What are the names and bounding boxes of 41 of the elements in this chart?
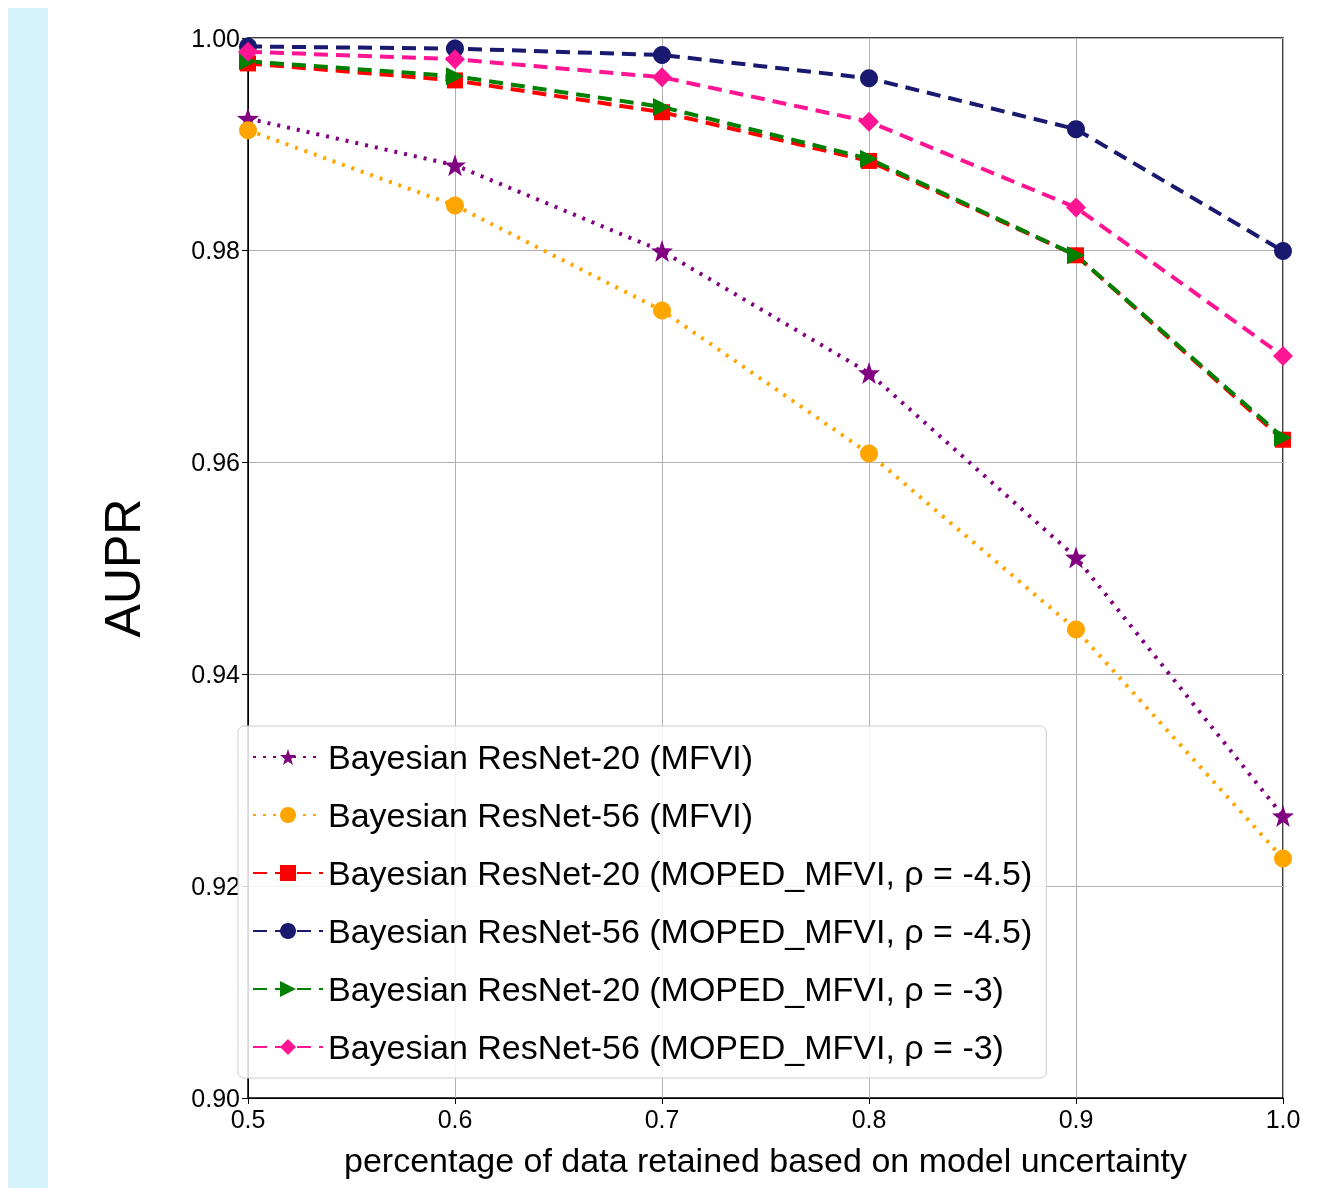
legend-label: Bayesian ResNet-56 (MOPED_MFVI, ρ = -3) bbox=[328, 1028, 1004, 1066]
y-tick-label: 0.98 bbox=[191, 236, 240, 264]
y-tick-label: 1.00 bbox=[191, 24, 240, 52]
x-tick-label: 0.6 bbox=[437, 1104, 473, 1133]
point bbox=[239, 121, 257, 140]
legend-label: Bayesian ResNet-56 (MFVI) bbox=[328, 796, 754, 834]
x-tick-label: 0.7 bbox=[644, 1104, 680, 1133]
point bbox=[1065, 546, 1087, 569]
y-tick-label: 0.92 bbox=[191, 872, 240, 900]
point bbox=[653, 97, 671, 116]
point bbox=[446, 196, 464, 215]
point bbox=[1272, 805, 1294, 828]
legend-label: Bayesian ResNet-20 (MFVI) bbox=[328, 738, 754, 776]
point bbox=[444, 154, 466, 177]
y-axis-title: AUPR bbox=[95, 498, 151, 638]
point bbox=[1274, 242, 1292, 261]
point bbox=[652, 67, 672, 88]
point bbox=[446, 67, 464, 86]
x-tick-label: 0.8 bbox=[851, 1104, 887, 1133]
y-tick-label: 0.96 bbox=[191, 448, 240, 476]
x-tick-label: 1.0 bbox=[1265, 1104, 1301, 1133]
point bbox=[1067, 120, 1085, 139]
point bbox=[238, 41, 258, 62]
point bbox=[858, 361, 880, 384]
y-tick-label: 0.94 bbox=[191, 660, 241, 688]
legend-label: Bayesian ResNet-56 (MOPED_MFVI, ρ = -4.5) bbox=[328, 912, 1033, 950]
legend-label: Bayesian ResNet-20 (MOPED_MFVI, ρ = -3) bbox=[328, 970, 1004, 1008]
point bbox=[1066, 197, 1086, 218]
x-axis-title: percentage of data retained based on model uncertainty bbox=[343, 1141, 1188, 1179]
point bbox=[651, 240, 673, 263]
point bbox=[1274, 849, 1292, 868]
point bbox=[653, 45, 671, 64]
point bbox=[859, 111, 879, 132]
point bbox=[860, 444, 878, 463]
legend-label: Bayesian ResNet-20 (MOPED_MFVI, ρ = -4.5) bbox=[328, 854, 1033, 892]
point bbox=[653, 301, 671, 320]
point bbox=[860, 69, 878, 88]
x-tick-label: 0.9 bbox=[1058, 1104, 1094, 1133]
point bbox=[1273, 346, 1293, 366]
point bbox=[1067, 620, 1085, 639]
point bbox=[445, 49, 465, 70]
